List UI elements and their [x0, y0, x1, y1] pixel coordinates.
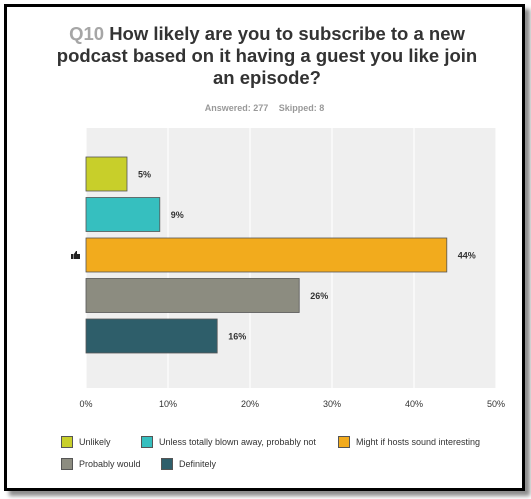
legend-item: Unlikely [61, 436, 111, 448]
x-tick-label: 10% [159, 399, 177, 409]
thumbs-up-icon [71, 251, 80, 259]
x-tick-label: 50% [487, 399, 505, 409]
response-stats: Answered: 277 Skipped: 8 [7, 103, 522, 113]
bar [85, 237, 448, 273]
legend-swatch [61, 436, 73, 448]
answered-count: Answered: 277 [204, 103, 269, 113]
legend-item: Definitely [161, 458, 216, 470]
bar-chart: 0% 10% 20% 30% 40% 50% 5% 9% 44% 26% 16% [71, 128, 505, 409]
x-tick-label: 0% [79, 399, 92, 409]
legend-label: Definitely [179, 459, 217, 469]
bar [85, 278, 300, 313]
data-label: 44% [458, 251, 476, 261]
data-label: 26% [310, 291, 328, 301]
legend-label: Probably would [79, 459, 141, 469]
chart-frame: Q10 How likely are you to subscribe to a… [4, 4, 525, 491]
legend-label: Unless totally blown away, probably not [159, 437, 316, 447]
legend-swatch [338, 436, 350, 448]
legend-item: Probably would [61, 458, 141, 470]
x-tick-label: 20% [241, 399, 259, 409]
legend-label: Might if hosts sound interesting [356, 437, 481, 447]
legend-item: Unless totally blown away, probably not [141, 436, 316, 448]
legend-swatch [141, 436, 153, 448]
chart-title: Q10 How likely are you to subscribe to a… [47, 23, 487, 89]
data-label: 5% [138, 170, 151, 180]
question-number: Q10 [69, 23, 105, 44]
question-text: How likely are you to subscribe to a new… [56, 23, 478, 88]
legend-item: Might if hosts sound interesting [338, 436, 480, 448]
bar [85, 318, 218, 354]
x-tick-label: 40% [405, 399, 423, 409]
data-label: 9% [171, 210, 184, 220]
data-label: 16% [228, 332, 246, 342]
bar [85, 156, 128, 192]
legend-swatch [161, 458, 173, 470]
legend-swatch [61, 458, 73, 470]
legend-label: Unlikely [79, 437, 111, 447]
x-tick-label: 30% [323, 399, 341, 409]
bar [85, 197, 161, 232]
skipped-count: Skipped: 8 [278, 103, 325, 113]
